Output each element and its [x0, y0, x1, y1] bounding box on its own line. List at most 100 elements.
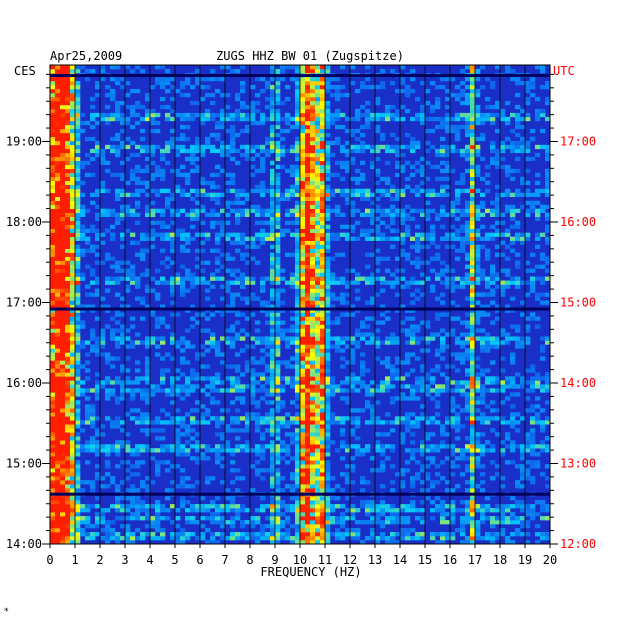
heat-cell — [300, 356, 306, 361]
heat-cell — [435, 532, 441, 537]
heat-cell — [515, 324, 521, 329]
heat-cell — [325, 264, 331, 269]
heat-cell — [520, 524, 526, 529]
heat-cell — [275, 500, 281, 505]
heat-cell — [325, 344, 331, 349]
heat-cell — [280, 288, 286, 293]
heat-cell — [115, 424, 121, 429]
heat-cell — [155, 296, 161, 301]
heat-cell — [390, 244, 396, 249]
heat-cell — [55, 180, 61, 186]
heat-cell — [110, 424, 116, 429]
heat-cell — [65, 152, 71, 158]
heat-cell — [230, 268, 236, 273]
heat-cell — [315, 452, 321, 457]
spectrogram-cells — [50, 65, 551, 545]
heat-cell — [65, 228, 71, 233]
heat-cell — [80, 236, 86, 241]
heat-cell — [230, 452, 236, 457]
heat-cell — [60, 280, 66, 285]
heat-cell — [405, 460, 411, 465]
heat-cell — [210, 376, 216, 381]
heat-cell — [355, 444, 361, 449]
heat-cell — [110, 444, 116, 449]
heat-cell — [210, 336, 216, 341]
heat-cell — [95, 288, 101, 293]
heat-cell — [540, 384, 546, 389]
heat-cell — [510, 224, 516, 229]
heat-cell — [325, 512, 331, 517]
heat-cell — [390, 464, 396, 469]
heat-cell — [230, 328, 236, 333]
heat-cell — [325, 408, 331, 413]
heat-cell — [160, 368, 166, 373]
heat-cell — [460, 152, 466, 158]
heat-cell — [250, 276, 256, 281]
heat-cell — [80, 520, 86, 525]
heat-cell — [160, 436, 166, 441]
heat-cell — [375, 232, 381, 237]
heat-cell — [215, 432, 221, 437]
heat-cell — [500, 440, 506, 445]
heat-cell — [200, 208, 206, 213]
heat-cell — [465, 352, 471, 357]
heat-cell — [475, 364, 481, 369]
heat-cell — [215, 452, 221, 457]
heat-cell — [325, 508, 331, 513]
heat-cell — [235, 468, 241, 473]
heat-cell — [370, 388, 376, 393]
heat-cell — [540, 388, 546, 393]
heat-cell — [370, 416, 376, 421]
heat-cell — [340, 532, 346, 537]
heat-cell — [355, 144, 361, 150]
heat-cell — [310, 352, 316, 357]
heat-cell — [95, 336, 101, 341]
heat-cell — [530, 208, 536, 213]
heat-cell — [500, 476, 506, 481]
heat-cell — [360, 372, 366, 377]
heat-cell — [165, 508, 171, 513]
heat-cell — [540, 472, 546, 477]
heat-cell — [390, 196, 396, 202]
heat-cell — [525, 188, 531, 194]
heat-cell — [75, 340, 81, 345]
heat-cell — [325, 280, 331, 285]
heat-cell — [75, 420, 81, 425]
heat-cell — [510, 532, 516, 537]
heat-cell — [275, 456, 281, 461]
heat-cell — [80, 180, 86, 186]
heat-cell — [60, 160, 66, 166]
heat-cell — [370, 280, 376, 285]
heat-cell — [395, 148, 401, 154]
heat-cell — [380, 444, 386, 449]
heat-cell — [135, 460, 141, 465]
heat-cell — [310, 472, 316, 477]
heat-cell — [60, 304, 66, 309]
heat-cell — [305, 364, 311, 369]
heat-cell — [135, 280, 141, 285]
heat-cell — [460, 352, 466, 357]
heat-cell — [430, 268, 436, 273]
heat-cell — [295, 288, 301, 293]
heat-cell — [330, 384, 336, 389]
heat-cell — [115, 308, 121, 313]
heat-cell — [275, 156, 281, 162]
heat-cell — [345, 396, 351, 401]
heat-cell — [335, 384, 341, 389]
heat-cell — [440, 204, 446, 209]
heat-cell — [355, 272, 361, 277]
heat-cell — [140, 460, 146, 465]
heat-cell — [395, 192, 401, 198]
heat-cell — [215, 196, 221, 202]
heat-cell — [325, 444, 331, 449]
heat-cell — [75, 508, 81, 513]
heat-cell — [470, 148, 476, 154]
heat-cell — [255, 420, 261, 425]
heat-cell — [245, 300, 251, 305]
heat-cell — [70, 196, 76, 202]
heat-cell — [535, 380, 541, 385]
heat-cell — [170, 276, 176, 281]
heat-cell — [315, 136, 321, 142]
heat-cell — [85, 264, 91, 269]
heat-cell — [60, 452, 66, 457]
